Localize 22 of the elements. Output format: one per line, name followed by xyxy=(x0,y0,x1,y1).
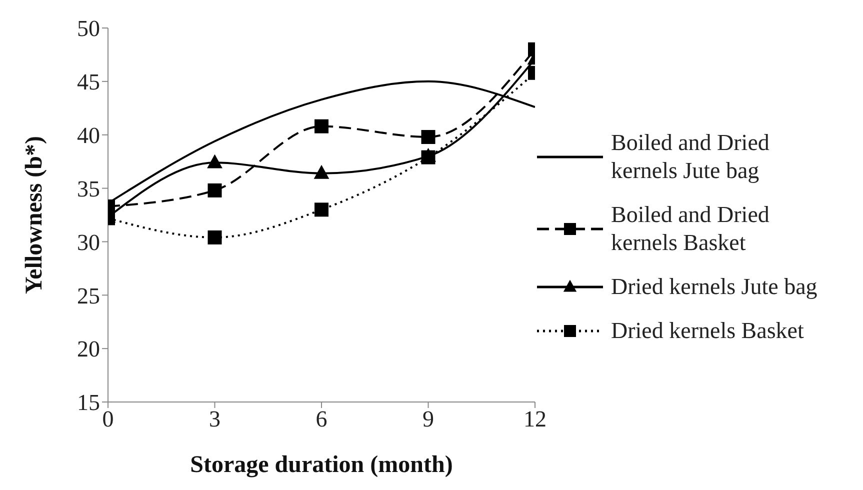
y-tick-label: 30 xyxy=(77,230,100,255)
legend-label: Boiled and Dried kernels Jute bag xyxy=(611,129,770,185)
x-tick-label: 9 xyxy=(422,406,434,432)
point xyxy=(314,119,328,134)
y-axis-title: Yellowness (b*) xyxy=(22,136,48,294)
x-tick-label: 3 xyxy=(209,406,220,432)
legend-label: Boiled and Dried kernels Basket xyxy=(611,201,770,257)
point xyxy=(314,202,328,217)
y-tick-label: 35 xyxy=(77,176,100,202)
y-tick-label: 20 xyxy=(77,336,100,362)
legend-label: Dried kernels Jute bag xyxy=(611,273,818,301)
x-tick-label: 12 xyxy=(524,406,546,432)
y-tick-label: 15 xyxy=(77,390,100,416)
point xyxy=(314,164,330,179)
y-tick-label: 40 xyxy=(77,123,100,148)
x-axis-title: Storage duration (month) xyxy=(190,452,453,478)
y-tick-label: 25 xyxy=(77,283,100,308)
x-tick-label: 0 xyxy=(102,406,114,432)
y-tick-label: 45 xyxy=(77,70,100,95)
x-tick-label: 6 xyxy=(316,406,328,432)
legend-label: Dried kernels Basket xyxy=(611,317,805,345)
y-tick-label: 50 xyxy=(77,16,100,42)
